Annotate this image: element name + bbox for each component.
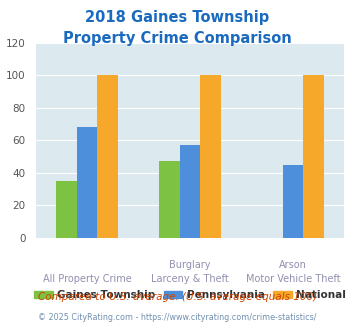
Bar: [303, 75, 324, 238]
Bar: [97, 75, 118, 238]
Bar: [200, 75, 221, 238]
Text: 2018 Gaines Township: 2018 Gaines Township: [85, 10, 270, 25]
Text: All Property Crime: All Property Crime: [43, 274, 131, 284]
Text: Larceny & Theft: Larceny & Theft: [151, 274, 229, 284]
Bar: [56, 181, 77, 238]
Bar: [159, 161, 180, 238]
Text: Motor Vehicle Theft: Motor Vehicle Theft: [246, 274, 340, 284]
Text: Property Crime Comparison: Property Crime Comparison: [63, 31, 292, 46]
Bar: [283, 165, 303, 238]
Text: Arson: Arson: [279, 260, 307, 270]
Bar: [180, 145, 200, 238]
Bar: [77, 127, 97, 238]
Text: Compared to U.S. average. (U.S. average equals 100): Compared to U.S. average. (U.S. average …: [38, 292, 317, 302]
Text: Burglary: Burglary: [169, 260, 211, 270]
Text: © 2025 CityRating.com - https://www.cityrating.com/crime-statistics/: © 2025 CityRating.com - https://www.city…: [38, 313, 317, 322]
Legend: Gaines Township, Pennsylvania, National: Gaines Township, Pennsylvania, National: [30, 286, 350, 304]
